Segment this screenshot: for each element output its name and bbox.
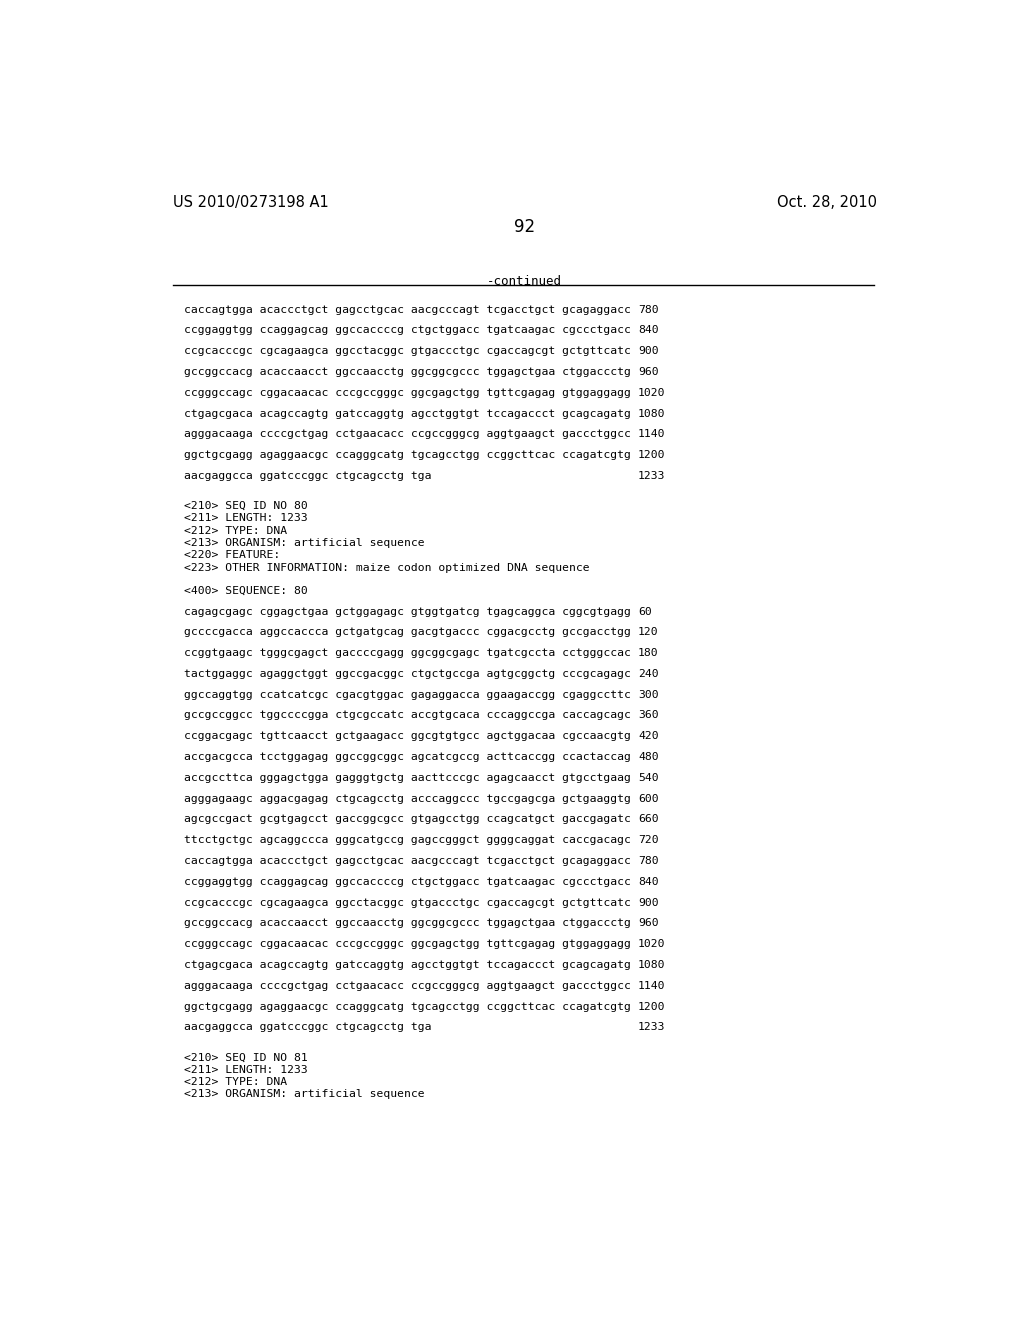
Text: 900: 900 <box>638 346 658 356</box>
Text: ccgcacccgc cgcagaagca ggcctacggc gtgaccctgc cgaccagcgt gctgttcatc: ccgcacccgc cgcagaagca ggcctacggc gtgaccc… <box>183 346 631 356</box>
Text: 780: 780 <box>638 305 658 314</box>
Text: accgccttca gggagctgga gagggtgctg aacttcccgc agagcaacct gtgcctgaag: accgccttca gggagctgga gagggtgctg aacttcc… <box>183 774 631 783</box>
Text: ggctgcgagg agaggaacgc ccagggcatg tgcagcctgg ccggcttcac ccagatcgtg: ggctgcgagg agaggaacgc ccagggcatg tgcagcc… <box>183 450 631 461</box>
Text: 780: 780 <box>638 857 658 866</box>
Text: gccgccggcc tggccccgga ctgcgccatc accgtgcaca cccaggccga caccagcagc: gccgccggcc tggccccgga ctgcgccatc accgtgc… <box>183 710 631 721</box>
Text: 300: 300 <box>638 689 658 700</box>
Text: 420: 420 <box>638 731 658 742</box>
Text: 1140: 1140 <box>638 981 666 991</box>
Text: aacgaggcca ggatcccggc ctgcagcctg tga: aacgaggcca ggatcccggc ctgcagcctg tga <box>183 471 431 480</box>
Text: 900: 900 <box>638 898 658 908</box>
Text: 60: 60 <box>638 607 651 616</box>
Text: gccccgacca aggccaccca gctgatgcag gacgtgaccc cggacgcctg gccgacctgg: gccccgacca aggccaccca gctgatgcag gacgtga… <box>183 627 631 638</box>
Text: <210> SEQ ID NO 80: <210> SEQ ID NO 80 <box>183 502 307 511</box>
Text: 960: 960 <box>638 367 658 378</box>
Text: agggacaaga ccccgctgag cctgaacacc ccgccgggcg aggtgaagct gaccctggcc: agggacaaga ccccgctgag cctgaacacc ccgccgg… <box>183 981 631 991</box>
Text: agggacaaga ccccgctgag cctgaacacc ccgccgggcg aggtgaagct gaccctggcc: agggacaaga ccccgctgag cctgaacacc ccgccgg… <box>183 429 631 440</box>
Text: <213> ORGANISM: artificial sequence: <213> ORGANISM: artificial sequence <box>183 539 424 548</box>
Text: gccggccacg acaccaacct ggccaacctg ggcggcgccc tggagctgaa ctggaccctg: gccggccacg acaccaacct ggccaacctg ggcggcg… <box>183 919 631 928</box>
Text: 1233: 1233 <box>638 1022 666 1032</box>
Text: 1233: 1233 <box>638 471 666 480</box>
Text: <210> SEQ ID NO 81: <210> SEQ ID NO 81 <box>183 1052 307 1063</box>
Text: agggagaagc aggacgagag ctgcagcctg acccaggccc tgccgagcga gctgaaggtg: agggagaagc aggacgagag ctgcagcctg acccagg… <box>183 793 631 804</box>
Text: <211> LENGTH: 1233: <211> LENGTH: 1233 <box>183 1065 307 1074</box>
Text: US 2010/0273198 A1: US 2010/0273198 A1 <box>173 195 329 210</box>
Text: <220> FEATURE:: <220> FEATURE: <box>183 550 280 560</box>
Text: 92: 92 <box>514 218 536 236</box>
Text: 360: 360 <box>638 710 658 721</box>
Text: 840: 840 <box>638 876 658 887</box>
Text: 960: 960 <box>638 919 658 928</box>
Text: 240: 240 <box>638 669 658 678</box>
Text: <400> SEQUENCE: 80: <400> SEQUENCE: 80 <box>183 586 307 595</box>
Text: <212> TYPE: DNA: <212> TYPE: DNA <box>183 525 287 536</box>
Text: ctgagcgaca acagccagtg gatccaggtg agcctggtgt tccagaccct gcagcagatg: ctgagcgaca acagccagtg gatccaggtg agcctgg… <box>183 409 631 418</box>
Text: ccggacgagc tgttcaacct gctgaagacc ggcgtgtgcc agctggacaa cgccaacgtg: ccggacgagc tgttcaacct gctgaagacc ggcgtgt… <box>183 731 631 742</box>
Text: Oct. 28, 2010: Oct. 28, 2010 <box>776 195 877 210</box>
Text: 600: 600 <box>638 793 658 804</box>
Text: 1140: 1140 <box>638 429 666 440</box>
Text: ccggaggtgg ccaggagcag ggccaccccg ctgctggacc tgatcaagac cgccctgacc: ccggaggtgg ccaggagcag ggccaccccg ctgctgg… <box>183 876 631 887</box>
Text: -continued: -continued <box>487 276 562 289</box>
Text: ctgagcgaca acagccagtg gatccaggtg agcctggtgt tccagaccct gcagcagatg: ctgagcgaca acagccagtg gatccaggtg agcctgg… <box>183 960 631 970</box>
Text: <212> TYPE: DNA: <212> TYPE: DNA <box>183 1077 287 1086</box>
Text: 180: 180 <box>638 648 658 659</box>
Text: ggccaggtgg ccatcatcgc cgacgtggac gagaggacca ggaagaccgg cgaggccttc: ggccaggtgg ccatcatcgc cgacgtggac gagagga… <box>183 689 631 700</box>
Text: accgacgcca tcctggagag ggccggcggc agcatcgccg acttcaccgg ccactaccag: accgacgcca tcctggagag ggccggcggc agcatcg… <box>183 752 631 762</box>
Text: caccagtgga acaccctgct gagcctgcac aacgcccagt tcgacctgct gcagaggacc: caccagtgga acaccctgct gagcctgcac aacgccc… <box>183 857 631 866</box>
Text: ggctgcgagg agaggaacgc ccagggcatg tgcagcctgg ccggcttcac ccagatcgtg: ggctgcgagg agaggaacgc ccagggcatg tgcagcc… <box>183 1002 631 1011</box>
Text: 720: 720 <box>638 836 658 845</box>
Text: aacgaggcca ggatcccggc ctgcagcctg tga: aacgaggcca ggatcccggc ctgcagcctg tga <box>183 1022 431 1032</box>
Text: tactggaggc agaggctggt ggccgacggc ctgctgccga agtgcggctg cccgcagagc: tactggaggc agaggctggt ggccgacggc ctgctgc… <box>183 669 631 678</box>
Text: ccgcacccgc cgcagaagca ggcctacggc gtgaccctgc cgaccagcgt gctgttcatc: ccgcacccgc cgcagaagca ggcctacggc gtgaccc… <box>183 898 631 908</box>
Text: caccagtgga acaccctgct gagcctgcac aacgcccagt tcgacctgct gcagaggacc: caccagtgga acaccctgct gagcctgcac aacgccc… <box>183 305 631 314</box>
Text: 840: 840 <box>638 326 658 335</box>
Text: 1200: 1200 <box>638 450 666 461</box>
Text: ccgggccagc cggacaacac cccgccgggc ggcgagctgg tgttcgagag gtggaggagg: ccgggccagc cggacaacac cccgccgggc ggcgagc… <box>183 940 631 949</box>
Text: <211> LENGTH: 1233: <211> LENGTH: 1233 <box>183 513 307 523</box>
Text: 1020: 1020 <box>638 388 666 397</box>
Text: agcgccgact gcgtgagcct gaccggcgcc gtgagcctgg ccagcatgct gaccgagatc: agcgccgact gcgtgagcct gaccggcgcc gtgagcc… <box>183 814 631 825</box>
Text: 1080: 1080 <box>638 960 666 970</box>
Text: 1200: 1200 <box>638 1002 666 1011</box>
Text: <223> OTHER INFORMATION: maize codon optimized DNA sequence: <223> OTHER INFORMATION: maize codon opt… <box>183 562 590 573</box>
Text: 660: 660 <box>638 814 658 825</box>
Text: ccggaggtgg ccaggagcag ggccaccccg ctgctggacc tgatcaagac cgccctgacc: ccggaggtgg ccaggagcag ggccaccccg ctgctgg… <box>183 326 631 335</box>
Text: gccggccacg acaccaacct ggccaacctg ggcggcgccc tggagctgaa ctggaccctg: gccggccacg acaccaacct ggccaacctg ggcggcg… <box>183 367 631 378</box>
Text: cagagcgagc cggagctgaa gctggagagc gtggtgatcg tgagcaggca cggcgtgagg: cagagcgagc cggagctgaa gctggagagc gtggtga… <box>183 607 631 616</box>
Text: 1020: 1020 <box>638 940 666 949</box>
Text: ccgggccagc cggacaacac cccgccgggc ggcgagctgg tgttcgagag gtggaggagg: ccgggccagc cggacaacac cccgccgggc ggcgagc… <box>183 388 631 397</box>
Text: 480: 480 <box>638 752 658 762</box>
Text: <213> ORGANISM: artificial sequence: <213> ORGANISM: artificial sequence <box>183 1089 424 1100</box>
Text: 540: 540 <box>638 774 658 783</box>
Text: ttcctgctgc agcaggccca gggcatgccg gagccgggct ggggcaggat caccgacagc: ttcctgctgc agcaggccca gggcatgccg gagccgg… <box>183 836 631 845</box>
Text: ccggtgaagc tgggcgagct gaccccgagg ggcggcgagc tgatcgccta cctgggccac: ccggtgaagc tgggcgagct gaccccgagg ggcggcg… <box>183 648 631 659</box>
Text: 120: 120 <box>638 627 658 638</box>
Text: 1080: 1080 <box>638 409 666 418</box>
